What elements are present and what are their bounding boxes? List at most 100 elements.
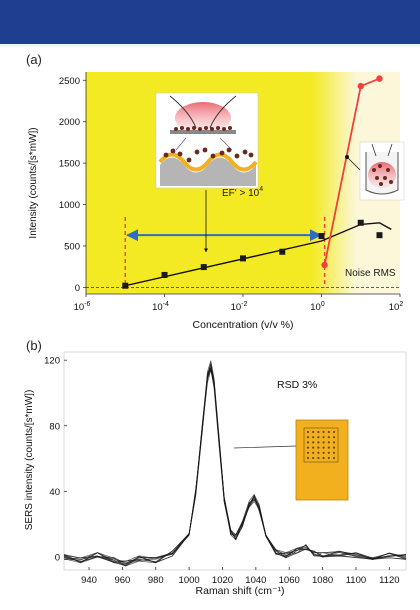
b-x-tick-label-960: 960	[114, 575, 130, 586]
chip-grid-dot	[332, 430, 336, 434]
chart-a-dashed-marks	[124, 216, 326, 288]
chart-a-x-ticks: 10-6 10-4 10-2 100 102	[74, 294, 404, 313]
data-point-7	[376, 232, 383, 239]
vial-pointer-dot	[345, 155, 349, 159]
chip-grid-dot	[332, 441, 336, 444]
b-x-tick-label-940: 940	[81, 575, 97, 586]
chip-grid-dot	[327, 451, 330, 454]
red-point-1	[357, 82, 364, 90]
x-tick-label-0: 10-6	[74, 301, 91, 313]
x-tick-label-2: 10-2	[231, 301, 248, 313]
chip-grid-dot	[306, 451, 310, 454]
chip-grid-frame	[303, 427, 339, 463]
y-tick-label-0: 0	[75, 283, 80, 294]
inset-nanoparticle-illustration	[155, 92, 259, 189]
chip-grid-dot	[317, 446, 320, 449]
chip-grid-dot	[317, 430, 320, 434]
vial-pointer-line	[347, 157, 361, 171]
chip-grid-dot	[306, 456, 310, 460]
y-tick-label-500: 500	[64, 241, 80, 252]
x-tick-label-3: 100	[310, 301, 325, 313]
data-point-1	[161, 271, 168, 278]
b-y-tick-label-120: 120	[44, 356, 60, 367]
chip-grid-dot	[312, 436, 315, 439]
b-x-tick-label-1000: 1000	[179, 575, 200, 586]
b-x-tick-label-1100: 1100	[346, 575, 366, 586]
data-point-0	[122, 282, 129, 289]
x-tick-label-4: 102	[389, 301, 404, 313]
chip-pointer-line	[233, 445, 297, 449]
data-point-4	[279, 248, 286, 255]
chip-grid-dot	[327, 430, 330, 434]
spectrum-line-8	[63, 368, 407, 566]
chip-grid-dot	[322, 446, 325, 449]
chart-b-x-label: Raman shift (cm⁻¹)	[196, 585, 285, 597]
chip-grid-dot	[332, 436, 336, 439]
chip-grid-dot	[317, 451, 320, 454]
panel-b-label: (b)	[26, 338, 42, 353]
noise-rms-label: Noise RMS	[345, 268, 396, 279]
chip-grid-dot	[322, 451, 325, 454]
chip-grid-dot	[312, 456, 315, 460]
data-point-3	[240, 255, 246, 262]
chart-a-series	[122, 75, 383, 289]
chart-b-x-ticks: 940 960 980 1000 1020 1040 1060 1080 1100 1120	[81, 567, 400, 586]
b-y-tick-label-40: 40	[49, 487, 60, 498]
chart-a-x-label: Concentration (v/v %)	[193, 319, 294, 331]
b-x-tick-label-980: 980	[148, 575, 164, 586]
chip-body	[295, 419, 349, 501]
sers-chip-illustration	[295, 419, 349, 501]
rsd-annotation: RSD 3%	[277, 379, 317, 391]
chip-grid-dot	[332, 446, 336, 449]
chip-grid-dot	[327, 441, 330, 444]
inset-vial-illustration	[359, 141, 405, 201]
b-x-tick-label-1040: 1040	[245, 575, 266, 586]
chip-grid-dot	[317, 441, 320, 444]
chip-grid-dot	[306, 436, 310, 439]
data-point-6	[357, 219, 364, 226]
chart-b: 0 40 80 120 940 960 980 1000 1020 1040 1060 1080 11…	[24, 351, 407, 597]
chip-grid-dot	[322, 430, 325, 434]
chip-grid-dot	[306, 441, 310, 444]
b-x-tick-label-1020: 1020	[212, 575, 233, 586]
chip-grid-dot	[322, 441, 325, 444]
ef-annotation: EF' > 104	[222, 186, 263, 199]
chart-b-y-ticks: 0 40 80 120	[44, 356, 67, 563]
chip-grid-dot	[327, 456, 330, 460]
chip-grid-dot	[332, 451, 336, 454]
chip-grid-dot	[332, 456, 336, 460]
chip-grid-dot	[312, 430, 315, 434]
chip-grid-dot	[327, 436, 330, 439]
panel-a-label: (a)	[26, 52, 42, 67]
chip-grid-dot	[306, 430, 310, 434]
chip-grid-dot	[322, 456, 325, 460]
data-point-2	[200, 264, 207, 271]
chip-grid-dot	[327, 446, 330, 449]
b-x-tick-label-1120: 1120	[379, 575, 399, 586]
b-y-tick-label-80: 80	[49, 421, 60, 432]
chip-grid-dot	[306, 446, 310, 449]
red-point-2	[376, 75, 383, 82]
red-point-0	[321, 261, 328, 269]
b-x-tick-label-1080: 1080	[312, 575, 333, 586]
chip-grid-dot	[317, 456, 320, 460]
chip-grid-dot	[312, 441, 315, 444]
chip-grid-dot	[322, 436, 325, 439]
chart-b-spectra	[63, 360, 407, 567]
y-tick-label-2000: 2000	[59, 117, 80, 128]
data-point-5	[318, 233, 325, 240]
spectrum-line-6	[63, 368, 407, 567]
spectrum-line-9	[63, 362, 407, 564]
spectrum-line-7	[63, 363, 407, 567]
chip-grid-dot	[317, 436, 320, 439]
b-y-tick-label-0: 0	[55, 552, 60, 563]
y-tick-label-2500: 2500	[59, 76, 80, 87]
chip-grid-dot	[312, 446, 315, 449]
x-tick-label-1: 10-4	[152, 301, 169, 313]
header-band	[0, 0, 420, 47]
chart-a-y-label: Intensity (counts/[s*mW])	[28, 127, 39, 238]
b-x-tick-label-1060: 1060	[279, 575, 300, 586]
y-tick-label-1500: 1500	[59, 159, 80, 170]
